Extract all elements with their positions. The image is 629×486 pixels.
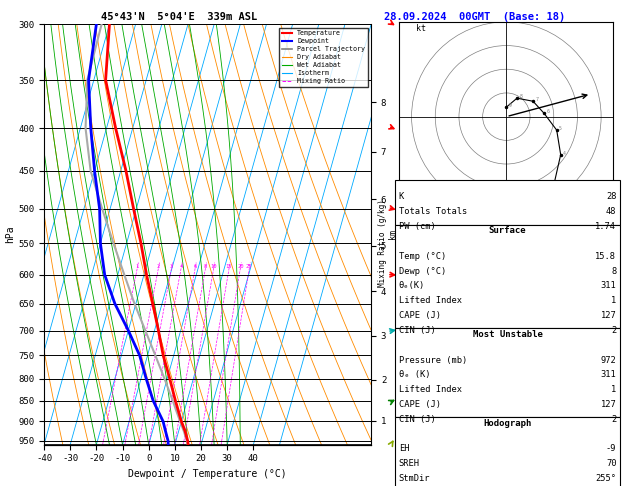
Text: kt: kt	[416, 24, 426, 34]
Text: Temp (°C): Temp (°C)	[399, 252, 446, 261]
Text: CIN (J): CIN (J)	[399, 415, 435, 424]
Text: CIN (J): CIN (J)	[399, 326, 435, 335]
Text: 4: 4	[563, 151, 566, 156]
Text: 1: 1	[611, 385, 616, 394]
Text: 2: 2	[157, 264, 160, 269]
Text: 8: 8	[204, 264, 207, 269]
Y-axis label: hPa: hPa	[6, 226, 15, 243]
Text: 1.74: 1.74	[596, 222, 616, 231]
Text: Totals Totals: Totals Totals	[399, 207, 467, 216]
Text: 25: 25	[246, 264, 252, 269]
Text: K: K	[399, 192, 404, 202]
Text: 311: 311	[601, 370, 616, 380]
Text: CAPE (J): CAPE (J)	[399, 400, 441, 409]
Text: 28: 28	[606, 192, 616, 202]
Text: 15: 15	[226, 264, 232, 269]
Text: Surface: Surface	[489, 226, 526, 236]
Text: CAPE (J): CAPE (J)	[399, 311, 441, 320]
Text: 20: 20	[237, 264, 243, 269]
Text: 15.8: 15.8	[596, 252, 616, 261]
Text: EH: EH	[399, 444, 409, 453]
Text: 28.09.2024  00GMT  (Base: 18): 28.09.2024 00GMT (Base: 18)	[384, 12, 565, 22]
Text: 311: 311	[601, 281, 616, 291]
Text: θₑ(K): θₑ(K)	[399, 281, 425, 291]
Text: Hodograph: Hodograph	[484, 419, 532, 428]
Text: 6: 6	[194, 264, 197, 269]
Text: Lifted Index: Lifted Index	[399, 296, 462, 305]
Text: 7: 7	[535, 97, 538, 102]
Text: Dewp (°C): Dewp (°C)	[399, 266, 446, 276]
Text: 4: 4	[179, 264, 182, 269]
Text: 127: 127	[601, 400, 616, 409]
Text: 9: 9	[509, 103, 511, 108]
Text: 5: 5	[559, 126, 562, 131]
Text: 45°43'N  5°04'E  339m ASL: 45°43'N 5°04'E 339m ASL	[101, 12, 257, 22]
Text: SREH: SREH	[399, 459, 420, 469]
Text: 255°: 255°	[596, 474, 616, 483]
Text: 8: 8	[611, 266, 616, 276]
Legend: Temperature, Dewpoint, Parcel Trajectory, Dry Adiabat, Wet Adiabat, Isotherm, Mi: Temperature, Dewpoint, Parcel Trajectory…	[279, 28, 368, 87]
Text: 127: 127	[601, 311, 616, 320]
Text: Pressure (mb): Pressure (mb)	[399, 356, 467, 364]
Text: 48: 48	[606, 207, 616, 216]
Text: 70: 70	[606, 459, 616, 469]
Text: Mixing Ratio (g/kg): Mixing Ratio (g/kg)	[378, 199, 387, 287]
Text: 2: 2	[611, 326, 616, 335]
Y-axis label: km
ASL: km ASL	[387, 227, 407, 242]
Text: 3: 3	[170, 264, 173, 269]
Text: 1: 1	[135, 264, 139, 269]
Text: 10: 10	[210, 264, 217, 269]
X-axis label: Dewpoint / Temperature (°C): Dewpoint / Temperature (°C)	[128, 469, 287, 479]
Text: LCL: LCL	[398, 405, 411, 414]
Text: © weatheronline.co.uk: © weatheronline.co.uk	[458, 471, 555, 480]
Text: Lifted Index: Lifted Index	[399, 385, 462, 394]
Text: 3: 3	[556, 181, 559, 186]
Text: 6: 6	[547, 109, 549, 114]
Text: Most Unstable: Most Unstable	[472, 330, 543, 339]
Text: -9: -9	[606, 444, 616, 453]
Text: 972: 972	[601, 356, 616, 364]
Text: 2: 2	[611, 415, 616, 424]
Text: 1: 1	[611, 296, 616, 305]
Text: 8: 8	[520, 94, 522, 99]
Text: PW (cm): PW (cm)	[399, 222, 435, 231]
Text: θₑ (K): θₑ (K)	[399, 370, 430, 380]
Text: StmDir: StmDir	[399, 474, 430, 483]
